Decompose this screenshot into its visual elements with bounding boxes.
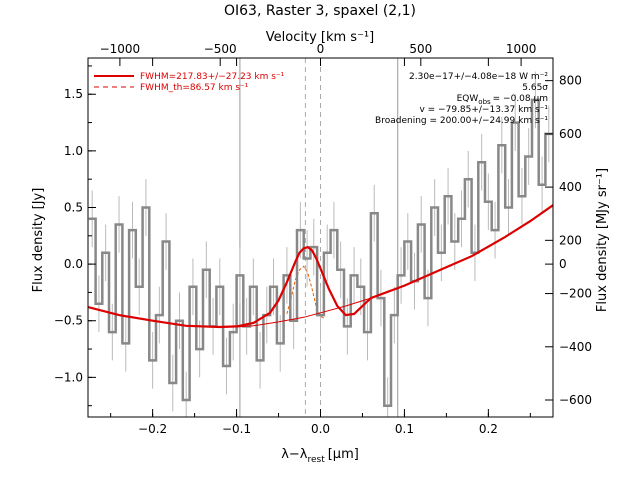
x-axis-label-main: λ−λ	[281, 447, 308, 462]
annotation-flux: 2.30e−17+/−4.08e−18 W m⁻²	[409, 72, 548, 82]
top-tick-label-3: 500	[409, 42, 432, 56]
top-tick-label-1: −500	[204, 42, 237, 56]
spectrum-line	[88, 98, 553, 407]
annotation-broadening: Broadening = 200.00+/−24.99 km s⁻¹	[375, 116, 548, 126]
x-tick-label-2: 0.0	[311, 422, 330, 436]
top-tick-label-0: −1000	[100, 42, 141, 56]
y-tick-label-0: −1.0	[54, 370, 83, 384]
right-tick-label-1: −400	[559, 340, 592, 354]
axes: −0.2 −0.1 0.0 0.1 0.2 −1.0 −0.5 0.0 0.5 1.0 1.5 −10…	[54, 42, 592, 436]
legend-label-fwhm: FWHM=217.83+/−27.23 km s⁻¹	[140, 72, 285, 82]
x-axis-label-sub: rest	[307, 455, 325, 465]
top-tick-label-2: 0	[317, 42, 325, 56]
y-tick-label-1: −0.5	[54, 314, 83, 328]
y-axis-label-right: Flux density [MJy sr⁻¹]	[595, 168, 610, 312]
top-axis-label: Velocity [km s⁻¹]	[266, 30, 374, 45]
annotation-eqw-sub: obs	[478, 98, 491, 106]
right-tick-label-3: 0	[559, 257, 567, 271]
annotation-eqw-label: EQW	[457, 94, 479, 104]
x-tick-label-0: −0.2	[138, 422, 167, 436]
y-tick-label-3: 0.5	[64, 200, 83, 214]
fit-series	[87, 204, 554, 329]
x-tick-label-4: 0.2	[479, 422, 498, 436]
annotation-sigma: 5.65σ	[522, 83, 548, 93]
y-tick-label-4: 1.0	[64, 144, 83, 158]
top-tick-label-4: 1000	[506, 42, 537, 56]
right-tick-label-2: −200	[559, 287, 592, 301]
y-axis-label-left: Flux density [Jy]	[31, 188, 46, 293]
x-axis-label-unit: [μm]	[328, 447, 359, 462]
right-tick-label-4: 200	[559, 233, 582, 247]
legend: FWHM=217.83+/−27.23 km s⁻¹ FWHM_th=86.57…	[94, 72, 285, 93]
y-tick-label-2: 0.0	[64, 257, 83, 271]
fwhm-th-profile	[286, 265, 325, 319]
right-tick-label-0: −600	[559, 393, 592, 407]
annotations: 2.30e−17+/−4.08e−18 W m⁻² 5.65σ EQWobs = …	[375, 72, 548, 126]
x-tick-label-3: 0.1	[395, 422, 414, 436]
legend-label-fwhm-th: FWHM_th=86.57 km s⁻¹	[140, 83, 249, 93]
right-tick-label-5: 400	[559, 180, 582, 194]
x-tick-label-1: −0.1	[222, 422, 251, 436]
spectrum-series	[88, 71, 553, 417]
x-axis-label: λ−λrest [μm]	[281, 447, 359, 465]
annotation-eqw-value: = −0.08 μm	[493, 94, 548, 104]
annotation-eqw: EQWobs = −0.08 μm	[457, 94, 548, 106]
right-tick-label-6: 600	[559, 127, 582, 141]
fwhm-th-line	[286, 265, 325, 319]
reference-lines	[239, 58, 399, 417]
chart-title: OI63, Raster 3, spaxel (2,1)	[224, 3, 416, 19]
y-tick-label-5: 1.5	[64, 87, 83, 101]
annotation-velocity: v = −79.85+/−13.37 km s⁻¹	[419, 105, 548, 115]
right-tick-label-7: 800	[559, 74, 582, 88]
fit-line	[87, 204, 554, 329]
